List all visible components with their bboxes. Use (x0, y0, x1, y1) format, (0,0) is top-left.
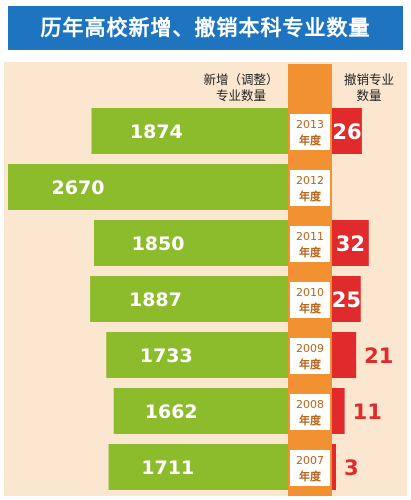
year-suffix-label: 年度 (299, 245, 322, 259)
year-label-box (290, 450, 330, 486)
year-label-box (290, 226, 330, 262)
added-value-label: 2670 (52, 177, 105, 199)
added-bar (106, 332, 288, 378)
added-bar (108, 444, 288, 490)
added-bar (93, 220, 288, 266)
added-count-header: 新增（调整） 专业数量 (198, 72, 284, 104)
added-bar (90, 276, 288, 322)
removed-bar (332, 276, 361, 322)
year-label-box (290, 338, 330, 374)
added-value-label: 1874 (130, 121, 183, 143)
year-label: 2010 (296, 286, 324, 299)
added-value-label: 1733 (140, 345, 193, 367)
chart-title: 历年高校新增、撤销本科专业数量 (40, 16, 371, 40)
year-label: 2012 (296, 174, 324, 187)
year-label: 2008 (296, 398, 324, 411)
added-bar (113, 388, 289, 434)
added-value-label: 1850 (132, 233, 185, 255)
removed-value-label: 26 (332, 120, 361, 144)
removed-value-label: 25 (332, 288, 361, 312)
removed-bar (332, 220, 369, 266)
added-header-line2: 专业数量 (215, 88, 266, 103)
added-bar (8, 164, 288, 210)
removed-header-line2: 数量 (356, 88, 382, 103)
removed-bar (332, 444, 336, 490)
removed-value-label: 3 (344, 456, 359, 480)
added-value-label: 1662 (145, 401, 198, 423)
removed-header-line1: 撤销专业 (343, 72, 394, 87)
year-suffix-label: 年度 (299, 357, 322, 371)
removed-value-label: 11 (353, 400, 382, 424)
removed-value-label: 21 (364, 344, 393, 368)
year-label-box (290, 394, 330, 430)
year-suffix-label: 年度 (299, 133, 322, 147)
title-bar: 历年高校新增、撤销本科专业数量 (8, 6, 403, 50)
year-label: 2011 (296, 230, 324, 243)
year-label-box (290, 282, 330, 318)
year-label: 2013 (296, 118, 324, 131)
removed-count-header: 撤销专业 数量 (333, 72, 405, 104)
removed-value-label: 32 (336, 232, 365, 256)
removed-bar (332, 108, 362, 154)
year-label: 2009 (296, 342, 324, 355)
year-suffix-label: 年度 (299, 189, 322, 203)
added-value-label: 1887 (129, 289, 182, 311)
added-value-label: 1711 (141, 457, 194, 479)
added-bar (91, 108, 289, 154)
removed-bar (332, 332, 357, 378)
year-label-box (290, 170, 330, 206)
year-suffix-label: 年度 (299, 469, 322, 483)
added-header-line1: 新增（调整） (203, 72, 279, 87)
year-label-box (290, 114, 330, 150)
year-suffix-label: 年度 (299, 301, 322, 315)
removed-bar (332, 388, 345, 434)
year-label: 2007 (296, 454, 324, 467)
year-suffix-label: 年度 (299, 413, 322, 427)
